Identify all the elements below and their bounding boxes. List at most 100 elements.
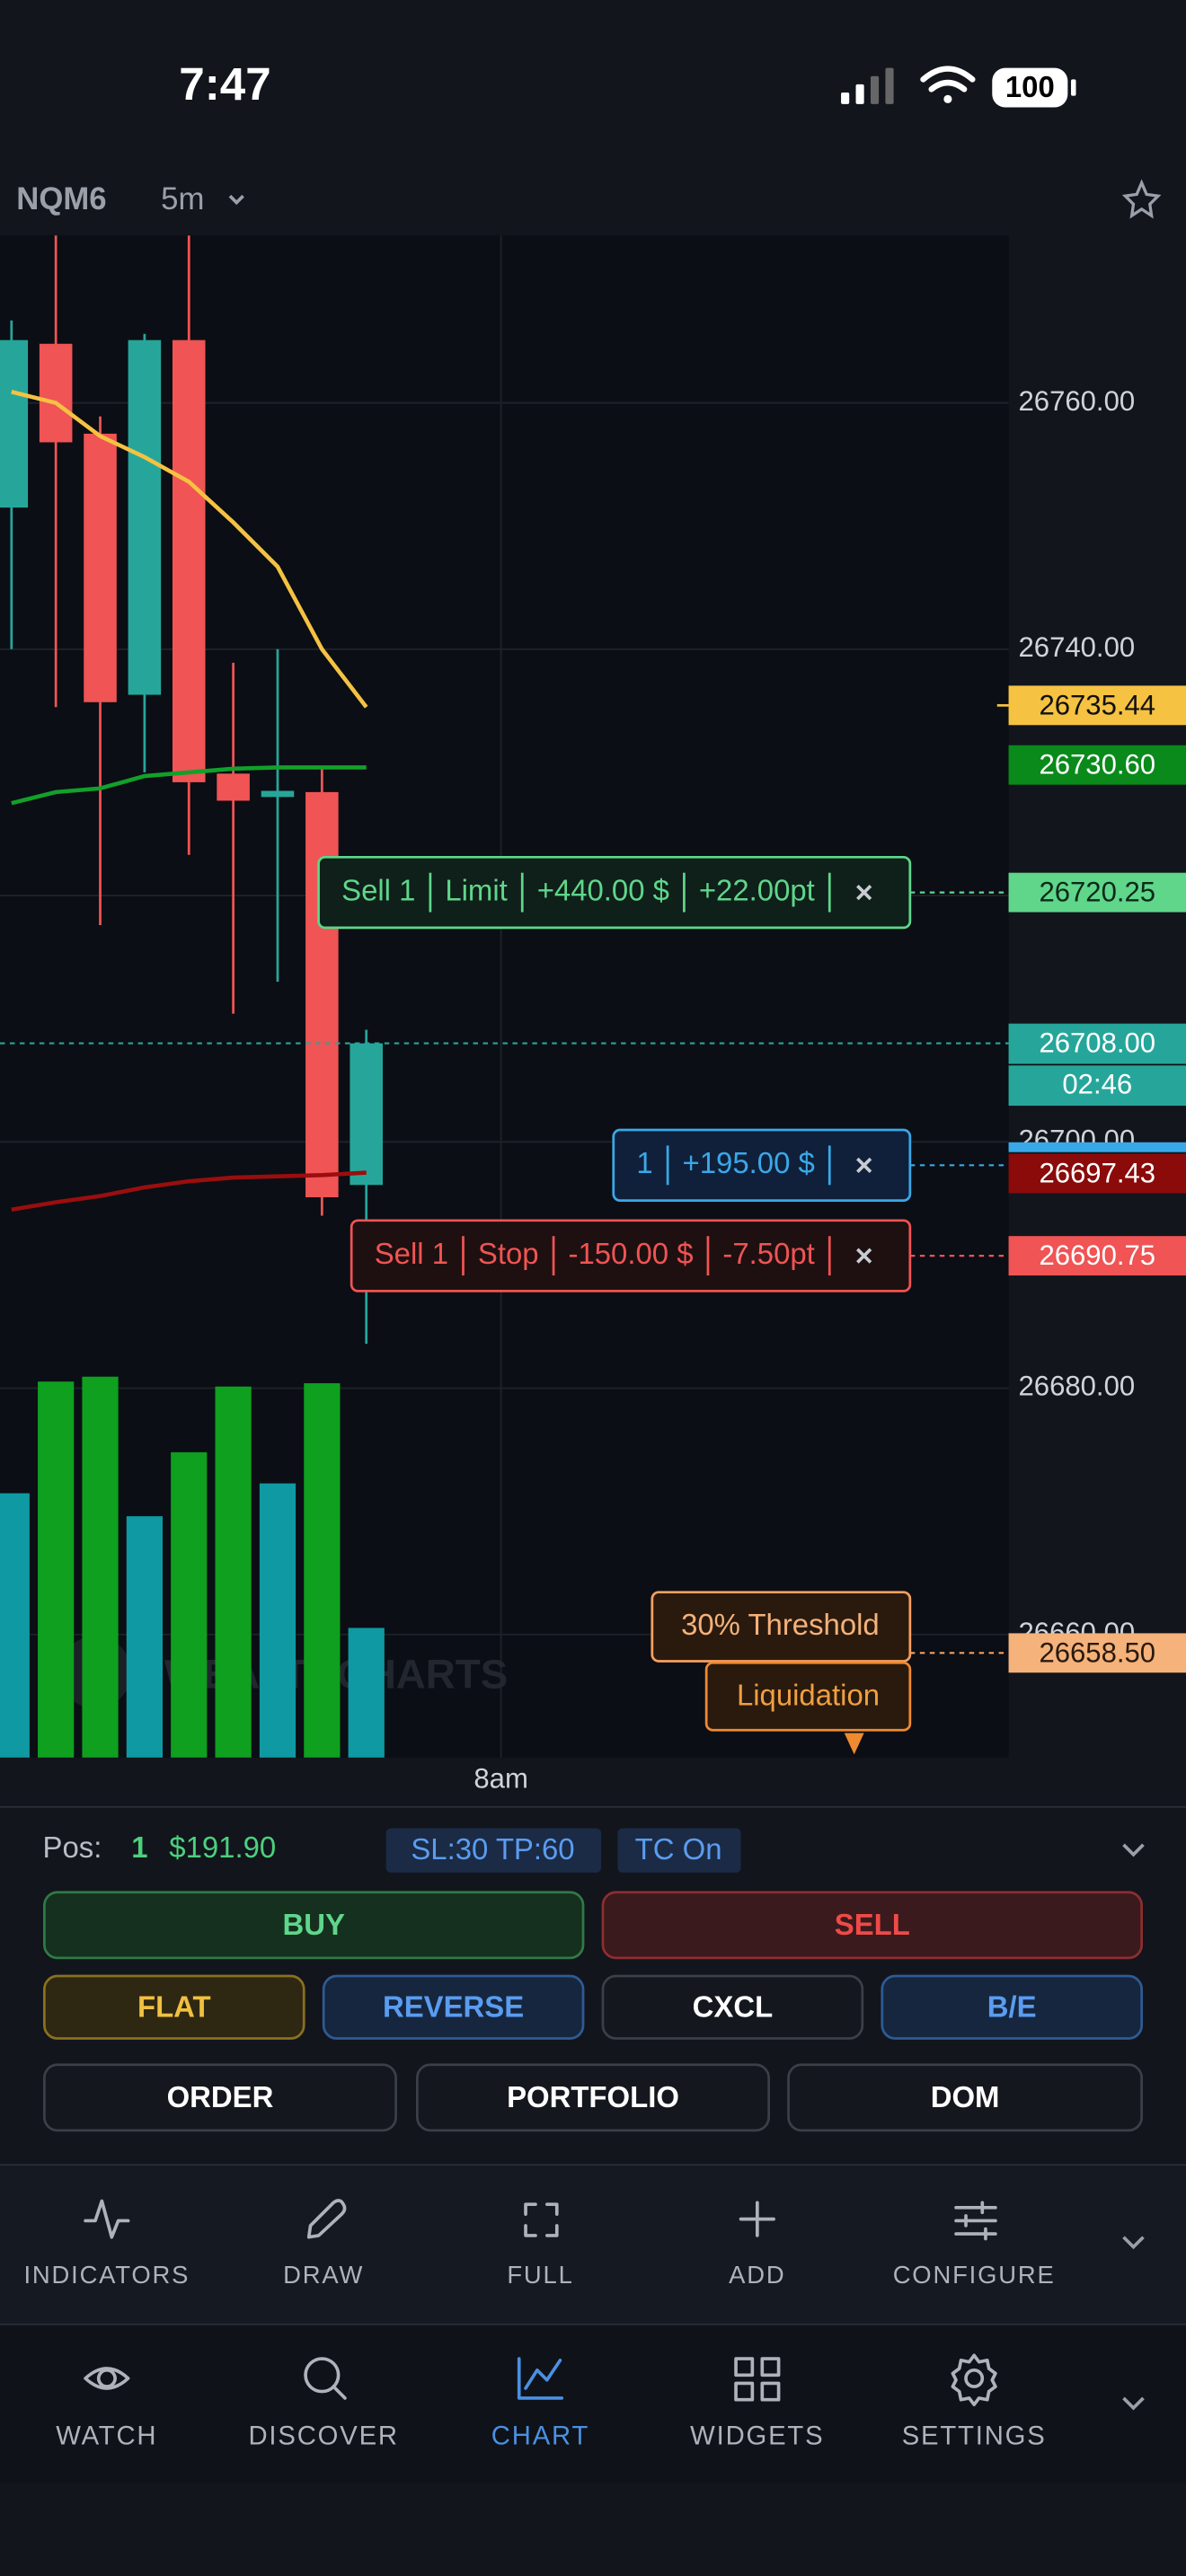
cancel-icon[interactable] bbox=[856, 1248, 872, 1264]
plot: WEALTHCHARTS bbox=[0, 235, 508, 1758]
wifi-icon bbox=[920, 66, 976, 103]
button[interactable] bbox=[601, 1974, 864, 2040]
nav-label[interactable]: WATCH bbox=[56, 2422, 157, 2451]
button[interactable] bbox=[601, 1891, 1144, 1960]
current-price-label: 26708.00 bbox=[1039, 1028, 1155, 1059]
button-label[interactable]: PORTFOLIO bbox=[507, 2080, 679, 2113]
volume-bar bbox=[259, 1483, 296, 1758]
price-badge bbox=[1008, 1236, 1186, 1276]
button-label[interactable]: FLAT bbox=[137, 1989, 211, 2023]
candle-body bbox=[128, 340, 162, 695]
price-badge-label: 26690.75 bbox=[1039, 1239, 1155, 1271]
candle-body bbox=[350, 1043, 383, 1186]
threshold-label: 30% Threshold bbox=[681, 1608, 880, 1641]
price-badge-label: 26735.44 bbox=[1039, 689, 1155, 720]
tc[interactable]: TC On bbox=[635, 1832, 722, 1866]
toolbar-label[interactable]: CONFIGURE bbox=[893, 2261, 1056, 2289]
candle-body bbox=[172, 340, 206, 782]
button-label[interactable]: B/E bbox=[987, 1989, 1037, 2023]
button[interactable] bbox=[42, 1974, 305, 2040]
interval[interactable]: 5m bbox=[161, 182, 204, 216]
toolbar bbox=[0, 2166, 1186, 2323]
discover-icon[interactable] bbox=[304, 2357, 347, 2400]
price-badge bbox=[1008, 1153, 1186, 1194]
favorite-star[interactable] bbox=[1121, 179, 1162, 219]
sl-tp[interactable]: SL:30 TP:60 bbox=[411, 1832, 574, 1866]
button-label[interactable]: CXCL bbox=[693, 1989, 774, 2023]
price-badge-label: 26730.60 bbox=[1039, 749, 1155, 781]
configure-icon[interactable] bbox=[954, 2201, 997, 2241]
tc-chip[interactable] bbox=[617, 1828, 741, 1873]
battery bbox=[992, 67, 1068, 108]
nav-chevron[interactable] bbox=[1122, 2396, 1145, 2411]
settings-icon[interactable] bbox=[951, 2353, 997, 2407]
volume-bar bbox=[38, 1381, 75, 1758]
nav-label[interactable]: CHART bbox=[491, 2422, 589, 2451]
button-label[interactable]: REVERSE bbox=[383, 1989, 524, 2023]
button[interactable] bbox=[42, 2063, 397, 2132]
button-label[interactable]: BUY bbox=[282, 1908, 345, 1941]
button[interactable] bbox=[881, 1974, 1144, 2040]
interval-chevron[interactable] bbox=[228, 194, 244, 206]
price-badge-label: 26720.25 bbox=[1039, 877, 1155, 908]
moving-average bbox=[11, 1170, 367, 1212]
price-badge bbox=[1008, 1633, 1186, 1673]
x-tick-label: 8am bbox=[474, 1763, 527, 1795]
indicators-icon[interactable] bbox=[84, 2199, 130, 2239]
button[interactable] bbox=[322, 1974, 585, 2040]
candle-body bbox=[305, 791, 339, 1197]
order-part: +195.00 $ bbox=[683, 1146, 815, 1179]
signal-icon bbox=[841, 67, 894, 104]
order-part: Sell 1 bbox=[375, 1237, 448, 1270]
button[interactable] bbox=[416, 2063, 770, 2132]
order-tag[interactable]: Sell 1 Limit +440.00 $ +22.00pt bbox=[317, 855, 912, 930]
draw-icon[interactable] bbox=[306, 2199, 347, 2239]
y-tick-label: 26680.00 bbox=[1019, 1371, 1136, 1402]
button[interactable] bbox=[42, 1891, 585, 1960]
pos-qty: 1 bbox=[131, 1831, 147, 1864]
cancel-icon[interactable] bbox=[856, 885, 872, 901]
battery-tip bbox=[1071, 79, 1076, 96]
nav-label[interactable]: DISCOVER bbox=[248, 2422, 398, 2451]
price-badge bbox=[1008, 745, 1186, 785]
toolbar-label[interactable]: INDICATORS bbox=[23, 2261, 190, 2289]
volume-bar bbox=[215, 1386, 252, 1758]
volume-bar bbox=[171, 1451, 208, 1758]
toolbar-label[interactable]: FULL bbox=[507, 2261, 573, 2289]
chart-icon[interactable] bbox=[517, 2357, 564, 2400]
add-icon[interactable] bbox=[739, 2201, 775, 2237]
position-badge-sliver bbox=[1008, 1142, 1186, 1152]
candle-body bbox=[261, 790, 295, 798]
order-part: -7.50pt bbox=[722, 1237, 814, 1270]
nav-label[interactable]: SETTINGS bbox=[902, 2422, 1047, 2451]
button-label[interactable]: ORDER bbox=[167, 2080, 274, 2113]
watch-icon[interactable] bbox=[84, 2367, 130, 2390]
panel-chevron[interactable] bbox=[1122, 1843, 1145, 1857]
toolbar-label[interactable]: DRAW bbox=[283, 2261, 364, 2289]
cancel-icon[interactable] bbox=[856, 1157, 872, 1173]
candle-body bbox=[0, 340, 29, 508]
pos-label: Pos: bbox=[43, 1831, 102, 1864]
toolbar-chevron[interactable] bbox=[1122, 2236, 1145, 2250]
moving-average bbox=[11, 390, 368, 709]
button[interactable] bbox=[787, 2063, 1144, 2132]
price-badge bbox=[1008, 685, 1186, 726]
symbol[interactable]: NQM6 bbox=[16, 182, 106, 216]
button-label[interactable]: SELL bbox=[835, 1908, 910, 1941]
sl-tp-chip[interactable] bbox=[385, 1828, 602, 1873]
nav-label[interactable]: WIDGETS bbox=[690, 2422, 824, 2451]
volume-bar bbox=[126, 1516, 163, 1758]
full-icon[interactable] bbox=[524, 2202, 559, 2237]
clock: 7:47 bbox=[179, 58, 270, 110]
liquidation-marker bbox=[844, 1733, 864, 1755]
y-tick-label: 26760.00 bbox=[1019, 385, 1136, 417]
button-label[interactable]: DOM bbox=[931, 2080, 1000, 2113]
order-box bbox=[350, 1219, 912, 1292]
widgets-icon[interactable] bbox=[734, 2357, 781, 2402]
price-badge-label: 26697.43 bbox=[1039, 1158, 1155, 1189]
order-tag[interactable]: Sell 1 Stop -150.00 $ -7.50pt bbox=[350, 1219, 912, 1292]
toolbar-label[interactable]: ADD bbox=[729, 2261, 785, 2289]
order-tag[interactable]: 1 +195.00 $ bbox=[612, 1128, 912, 1203]
